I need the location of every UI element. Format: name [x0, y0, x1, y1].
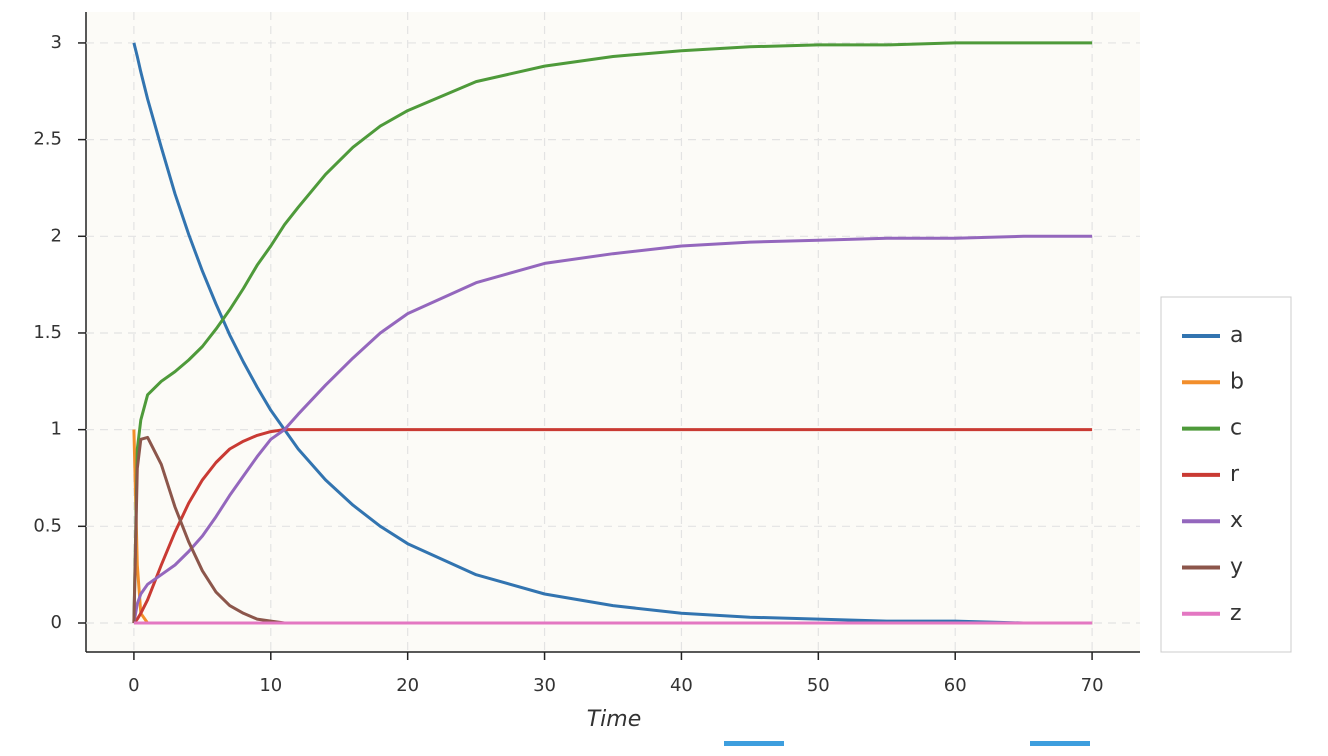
series-line [132, 428, 1093, 624]
scroll-indicator [724, 741, 784, 746]
legend-label: r [1230, 462, 1240, 487]
x-tick-label: 10 [259, 675, 282, 696]
y-tick-label: 2.5 [33, 129, 62, 150]
x-tick-label: 60 [944, 675, 967, 696]
legend-label: z [1230, 601, 1242, 626]
x-tick-label: 20 [396, 675, 419, 696]
plot-area [86, 12, 1140, 652]
x-tick-label: 50 [807, 675, 830, 696]
x-tick-label: 30 [533, 675, 556, 696]
y-tick-label: 0 [51, 612, 62, 633]
legend-label: a [1230, 323, 1243, 348]
y-tick-label: 1.5 [33, 322, 62, 343]
x-axis-label: Time [587, 707, 642, 732]
x-tick-label: 0 [128, 675, 139, 696]
series-line [132, 42, 1093, 625]
legend-label: b [1230, 369, 1244, 394]
y-tick-label: 3 [51, 32, 62, 53]
legend-label: c [1230, 416, 1242, 441]
y-tick-label: 2 [51, 225, 62, 246]
legend-label: x [1230, 508, 1243, 533]
series-line [132, 234, 1093, 624]
legend [1160, 296, 1292, 653]
scroll-indicator [1030, 741, 1090, 746]
legend-label: y [1230, 555, 1243, 580]
series-line [132, 41, 1093, 624]
x-tick-label: 40 [670, 675, 693, 696]
y-tick-label: 0.5 [33, 515, 62, 536]
x-tick-label: 70 [1081, 675, 1104, 696]
y-tick-label: 1 [51, 419, 62, 440]
